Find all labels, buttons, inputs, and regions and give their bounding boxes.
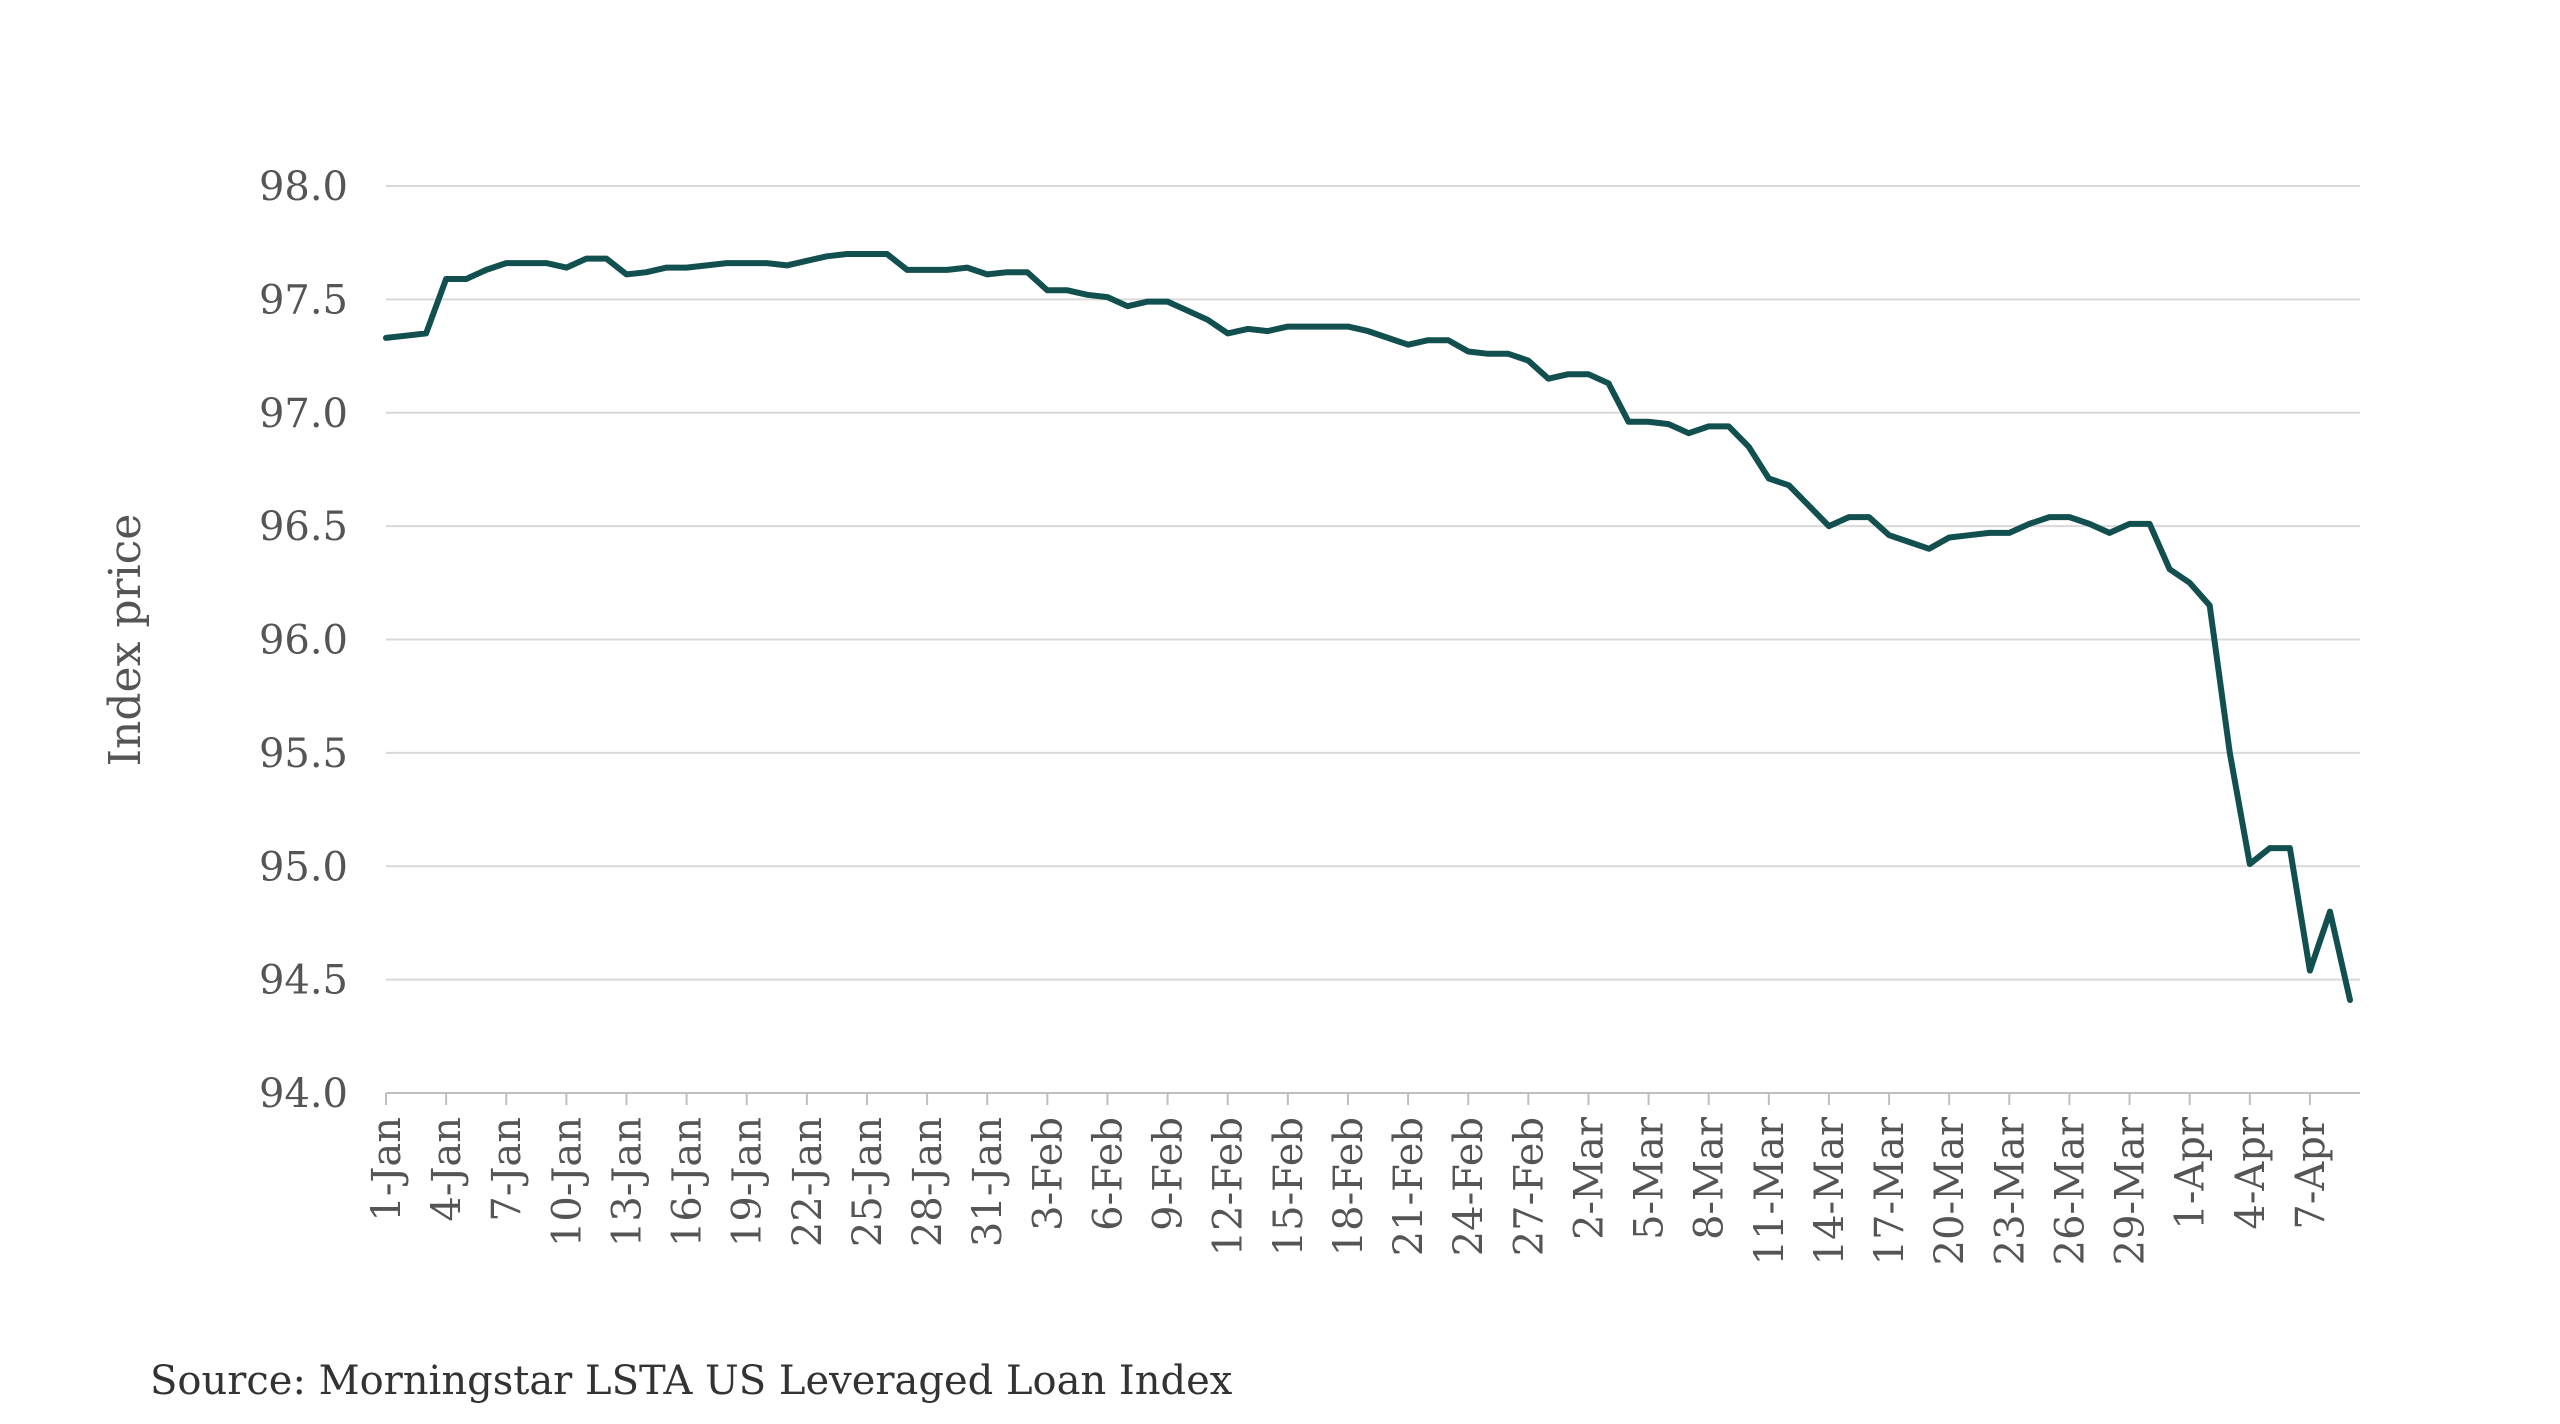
x-tick-label: 12-Feb [1206, 1117, 1252, 1256]
y-tick-label: 94.0 [259, 1071, 348, 1117]
x-tick-label: 15-Feb [1266, 1117, 1312, 1256]
y-tick-label: 95.0 [259, 844, 348, 890]
x-tick-label: 1-Apr [2168, 1116, 2214, 1229]
x-tick-label: 18-Feb [1326, 1117, 1372, 1256]
x-tick-labels: 1-Jan 4-Jan 7-Jan 10-Jan 13-Jan 16-Jan 19-Jan 2… [364, 1093, 2334, 1265]
series-group [383, 251, 2353, 1003]
x-tick-label: 25-Jan [845, 1117, 891, 1247]
x-tick-label: 16-Jan [665, 1117, 711, 1247]
x-tick-label: 2-Mar [1566, 1116, 1612, 1240]
x-tick-label: 20-Mar [1927, 1116, 1973, 1265]
x-tick-label: 9-Feb [1146, 1117, 1192, 1231]
y-tick-label: 98.0 [259, 164, 348, 210]
y-tick-label: 94.5 [259, 958, 348, 1004]
y-tick-label: 97.5 [259, 277, 348, 323]
x-tick-label: 26-Mar [2047, 1116, 2093, 1265]
x-tick-label: 31-Jan [965, 1117, 1011, 1247]
x-tick-label: 17-Mar [1867, 1116, 1913, 1265]
x-tick-label: 7-Apr [2288, 1116, 2334, 1229]
x-tick-label: 14-Mar [1807, 1116, 1853, 1265]
x-tick-label: 6-Feb [1085, 1117, 1131, 1231]
x-tick-label: 24-Feb [1446, 1117, 1492, 1256]
source-note: Source: Morningstar LSTA US Leveraged Lo… [150, 1358, 1233, 1404]
x-tick-label: 3-Feb [1025, 1117, 1071, 1231]
y-tick-label: 96.0 [259, 618, 348, 664]
x-tick-label: 11-Mar [1747, 1116, 1793, 1265]
x-tick-label: 27-Feb [1506, 1117, 1552, 1256]
x-tick-label: 1-Jan [364, 1117, 410, 1222]
x-tick-label: 28-Jan [905, 1117, 951, 1247]
x-tick-label: 23-Mar [1987, 1116, 2033, 1265]
x-tick-label: 7-Jan [484, 1117, 530, 1222]
y-tick-labels: 98.0 97.5 97.0 96.5 96.0 95.5 95.0 94.5 94.0 [259, 164, 348, 1117]
y-tick-label: 97.0 [259, 391, 348, 437]
x-tick-label: 19-Jan [725, 1117, 771, 1247]
x-tick-label: 10-Jan [544, 1117, 590, 1247]
x-tick-label: 21-Feb [1386, 1117, 1432, 1256]
x-tick-label: 5-Mar [1627, 1116, 1673, 1240]
x-tick-label: 8-Mar [1687, 1116, 1733, 1240]
x-tick-label: 4-Jan [424, 1117, 470, 1222]
y-tick-label: 95.5 [259, 731, 348, 777]
x-tick-label: 4-Apr [2228, 1116, 2274, 1229]
x-tick-label: 22-Jan [785, 1117, 831, 1247]
x-tick-label: 29-Mar [2108, 1116, 2154, 1265]
series-line-0 [383, 251, 2353, 1003]
y-tick-label: 96.5 [259, 504, 348, 550]
y-axis-label: Index price [100, 514, 151, 767]
x-tick-label: 13-Jan [604, 1117, 650, 1247]
gridlines [386, 185, 2360, 1094]
